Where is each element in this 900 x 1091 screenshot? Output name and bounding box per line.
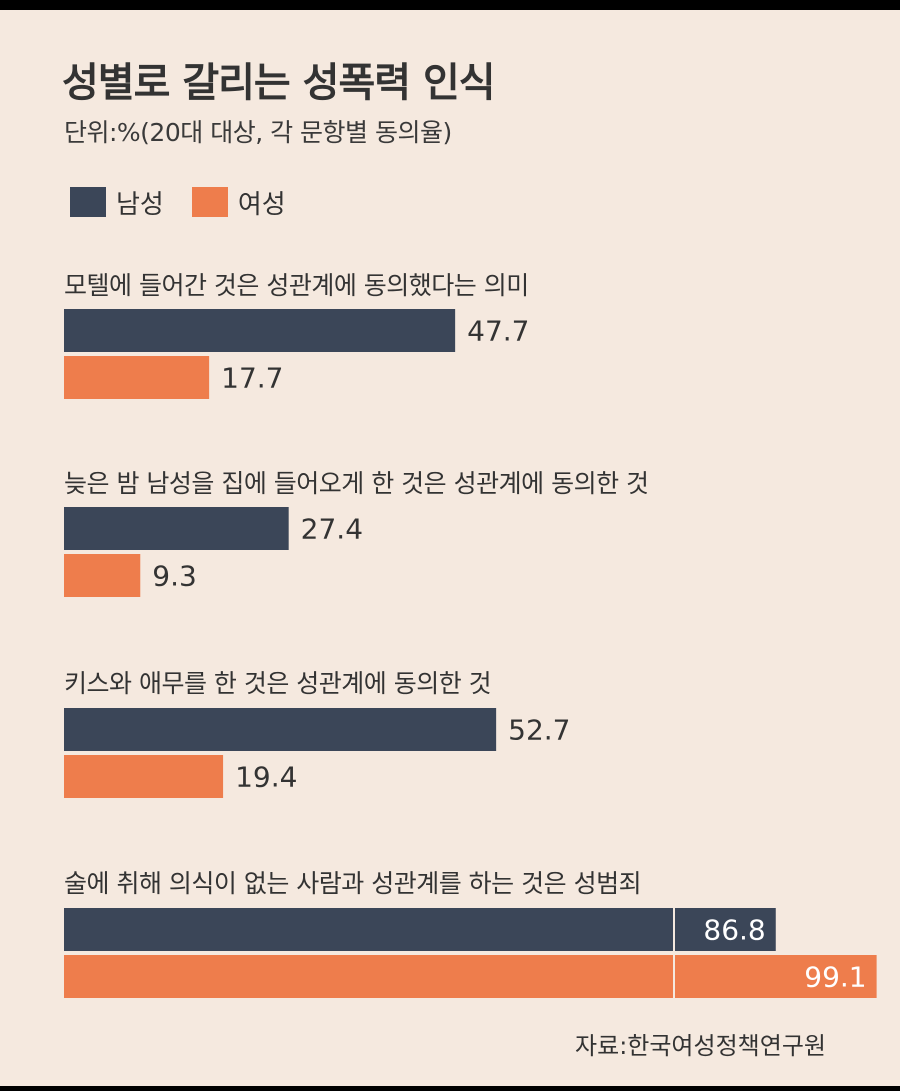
data-label: 9.3 bbox=[152, 560, 197, 593]
data-label: 86.8 bbox=[703, 914, 765, 947]
bar-male bbox=[64, 708, 497, 751]
data-label: 19.4 bbox=[235, 761, 297, 794]
data-label: 27.4 bbox=[301, 513, 363, 546]
bar-chart: 모텔에 들어간 것은 성관계에 동의했다는 의미 47.7 17.7 늦은 밤 남성을… bbox=[64, 271, 877, 998]
bar-male bbox=[64, 309, 456, 352]
legend-label-male: 남성 bbox=[116, 189, 164, 220]
bar-female bbox=[64, 554, 141, 597]
chart-subtitle: 단위:%(20대 대상, 각 문항별 동의율) bbox=[64, 118, 452, 147]
legend: 남성 여성 bbox=[70, 182, 314, 222]
source-note: 자료:한국여성정책연구원 bbox=[575, 1032, 826, 1060]
legend-item-male: 남성 bbox=[70, 184, 164, 221]
bar-male bbox=[64, 908, 776, 951]
data-label: 47.7 bbox=[467, 315, 529, 348]
data-label: 99.1 bbox=[804, 961, 866, 994]
legend-label-female: 여성 bbox=[237, 189, 286, 220]
category-label: 키스와 애무를 한 것은 성관계에 동의한 것 bbox=[64, 669, 491, 698]
chart-title: 성별로 갈리는 성폭력 인식 bbox=[62, 60, 496, 106]
bar-female bbox=[64, 356, 210, 399]
category-label: 늦은 밤 남성을 집에 들어오게 한 것은 성관계에 동의한 것 bbox=[64, 469, 649, 498]
bar-female bbox=[64, 955, 877, 998]
bar-female bbox=[64, 755, 224, 798]
legend-swatch-female bbox=[191, 187, 228, 217]
data-label: 52.7 bbox=[508, 714, 570, 747]
data-label: 17.7 bbox=[221, 362, 283, 395]
category-label: 술에 취해 의식이 없는 사람과 성관계를 하는 것은 성범죄 bbox=[64, 869, 641, 898]
bar-male bbox=[64, 507, 289, 550]
category-label: 모텔에 들어간 것은 성관계에 동의했다는 의미 bbox=[64, 271, 529, 300]
legend-item-female: 여성 bbox=[191, 184, 286, 221]
legend-swatch-male bbox=[70, 187, 106, 217]
chart-card: 성별로 갈리는 성폭력 인식 단위:%(20대 대상, 각 문항별 동의율) 남… bbox=[0, 10, 900, 1086]
